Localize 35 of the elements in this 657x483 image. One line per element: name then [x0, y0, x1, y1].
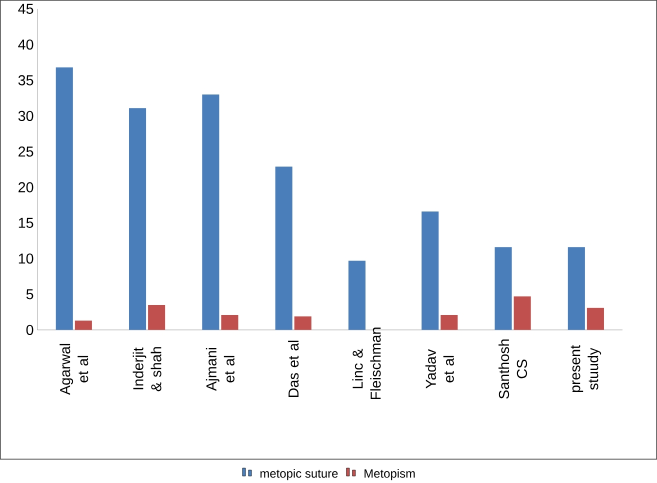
bar [586, 308, 604, 330]
bar [568, 247, 585, 330]
bar [275, 166, 292, 330]
x-tick-label: Ajmani et al [206, 348, 234, 391]
legend-label: Metopism [364, 468, 415, 480]
bar [294, 316, 312, 330]
x-tick-label: Linc & Fleischman [352, 328, 381, 399]
bar [422, 211, 439, 330]
bar [56, 67, 73, 330]
bar [494, 247, 512, 330]
bar [74, 320, 92, 330]
y-tick-label: 20 [18, 182, 34, 192]
y-tick-label: 15 [18, 218, 34, 228]
bar [514, 296, 531, 330]
y-tick-label: 40 [18, 39, 34, 50]
x-tick-label: present stuudy [570, 345, 602, 392]
x-tick-label: Das et al [288, 340, 299, 397]
bar [148, 304, 166, 330]
x-tick-label: Yadav et al [425, 349, 454, 388]
x-tick-label: Inderjit & shah [132, 347, 162, 392]
y-tick-label: 25 [18, 146, 34, 157]
bar [221, 314, 238, 330]
y-tick-label: 0 [26, 324, 34, 335]
y-tick-label: 30 [18, 110, 34, 121]
y-tick-label: 10 [18, 253, 34, 264]
y-tick-label: 35 [18, 75, 34, 86]
bar [440, 314, 458, 330]
x-tick-label: Santhosh CS [498, 339, 528, 399]
y-tick-label: 45 [18, 4, 34, 14]
bar [129, 108, 146, 330]
bar [202, 94, 220, 330]
x-tick-label: Agarwal et al [60, 344, 88, 395]
bar [348, 260, 366, 330]
legend-label: metopic suture [260, 468, 338, 480]
y-tick-label: 5 [26, 289, 34, 300]
